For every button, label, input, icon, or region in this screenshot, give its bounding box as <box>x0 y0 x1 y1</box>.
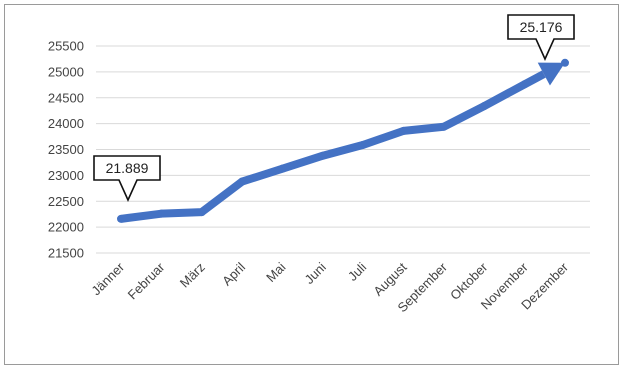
data-point <box>520 80 529 89</box>
data-callout: 21.889 <box>93 155 161 202</box>
y-tick-label: 23500 <box>48 142 84 157</box>
y-tick-label: 24000 <box>48 116 84 131</box>
data-point <box>278 164 287 173</box>
callout-label: 21.889 <box>106 160 149 176</box>
series-line <box>120 70 546 223</box>
data-point <box>480 102 489 111</box>
series-group <box>117 58 569 223</box>
y-tick-label: 21500 <box>48 246 84 261</box>
data-point <box>359 140 368 149</box>
data-point <box>399 126 408 135</box>
y-tick-label: 22500 <box>48 194 84 209</box>
x-tick-label: Juni <box>301 259 329 287</box>
x-tick-label: März <box>177 260 208 291</box>
data-point <box>318 151 327 160</box>
x-tick-label: April <box>219 259 248 288</box>
x-tick-label: Jänner <box>88 259 127 298</box>
data-callout: 25.176 <box>507 14 575 61</box>
series-arrowhead <box>537 62 565 86</box>
y-tick-label: 25500 <box>48 39 84 54</box>
y-tick-label: 25000 <box>48 64 84 79</box>
chart-frame <box>4 4 619 365</box>
callout-box <box>93 155 161 202</box>
x-tick-label: Februar <box>125 259 168 302</box>
x-tick-label: Juli <box>345 259 369 283</box>
y-tick-label: 23000 <box>48 168 84 183</box>
data-point <box>439 122 448 131</box>
y-tick-label: 24500 <box>48 90 84 105</box>
data-point <box>157 209 166 218</box>
callout-box <box>507 14 575 61</box>
data-point <box>561 58 569 67</box>
x-tick-label: August <box>370 259 409 298</box>
data-point <box>117 214 125 223</box>
callout-label: 25.176 <box>520 19 563 35</box>
y-axis-ticks: 21500 22000 22500 23000 23500 24000 24500 25000… <box>48 39 84 261</box>
x-tick-label: Mai <box>263 259 288 284</box>
y-tick-label: 22000 <box>48 220 84 235</box>
data-point <box>197 208 206 217</box>
callouts-group: 21.889 25.176 <box>93 14 575 202</box>
data-point <box>238 177 247 186</box>
